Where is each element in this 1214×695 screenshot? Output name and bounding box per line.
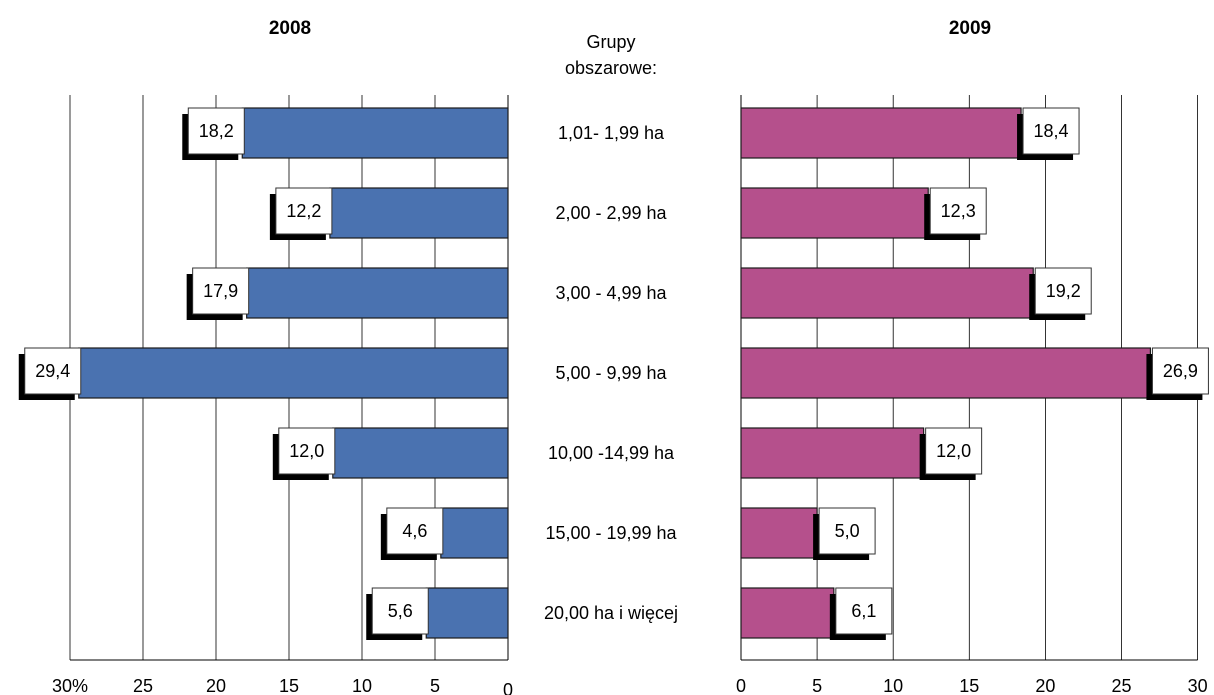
data-label-text: 12,0 xyxy=(289,441,324,461)
data-label: 5,6 xyxy=(366,587,429,640)
data-label-box xyxy=(1151,347,1209,395)
bar xyxy=(440,507,509,559)
panel-2008: 2008 0 5 10 15 20 25 30% 18,2 12,2 17,9 29,4 12,0 4,6… xyxy=(18,18,513,695)
data-label: 6,1 xyxy=(829,587,893,640)
data-label: 17,9 xyxy=(186,267,250,320)
data-label-text: 4,6 xyxy=(402,521,427,541)
x-tick-label: 10 xyxy=(352,676,372,695)
data-label-text: 5,6 xyxy=(388,601,413,621)
data-label-text: 12,0 xyxy=(936,441,971,461)
data-label-text: 17,9 xyxy=(203,281,238,301)
x-tick-label: 0 xyxy=(503,680,513,695)
data-label-text: 5,0 xyxy=(835,521,860,541)
data-label-text: 18,4 xyxy=(1034,121,1069,141)
x-tick-label: 0 xyxy=(736,676,746,695)
category-label: 1,01- 1,99 ha xyxy=(558,123,665,143)
data-label-text: 12,2 xyxy=(286,201,321,221)
data-label-text: 29,4 xyxy=(35,361,70,381)
data-label: 19,2 xyxy=(1029,267,1092,320)
bar xyxy=(425,587,509,639)
data-label-text: 12,3 xyxy=(941,201,976,221)
x-tick-label: 30% xyxy=(52,676,88,695)
bar xyxy=(329,187,509,239)
data-label-box xyxy=(929,187,987,235)
data-label: 18,2 xyxy=(182,107,245,160)
data-label-box xyxy=(1022,107,1080,155)
category-label: 20,00 ha i więcej xyxy=(544,603,678,623)
bar xyxy=(740,187,929,239)
data-label-box xyxy=(1034,267,1092,315)
data-label-box xyxy=(275,187,333,235)
category-label: 15,00 - 19,99 ha xyxy=(545,523,677,543)
panel-2009: 2009 0 5 10 15 20 25 30 18,4 12,3 19,2 26,9 12,0 5,0 6… xyxy=(736,18,1209,695)
data-label-text: 18,2 xyxy=(199,121,234,141)
data-label: 4,6 xyxy=(380,507,444,560)
category-label: 3,00 - 4,99 ha xyxy=(555,283,667,303)
data-label-box xyxy=(818,507,876,555)
x-tick-label: 5 xyxy=(430,676,440,695)
x-tick-label: 10 xyxy=(883,676,903,695)
bar xyxy=(740,507,818,559)
bar xyxy=(740,107,1022,159)
data-label: 29,4 xyxy=(18,347,82,400)
x-tick-label: 20 xyxy=(1035,676,1055,695)
category-label: 5,00 - 9,99 ha xyxy=(555,363,667,383)
x-tick-label: 25 xyxy=(1111,676,1131,695)
data-label-box xyxy=(371,587,429,635)
x-tick-label: 25 xyxy=(133,676,153,695)
data-label-box xyxy=(386,507,444,555)
bar xyxy=(740,347,1152,399)
category-label: 2,00 - 2,99 ha xyxy=(555,203,667,223)
data-label: 18,4 xyxy=(1017,107,1080,160)
data-label-text: 26,9 xyxy=(1163,361,1198,381)
bar xyxy=(740,267,1034,319)
bar xyxy=(241,107,509,159)
data-label: 12,3 xyxy=(924,187,987,240)
x-tick-label: 5 xyxy=(812,676,822,695)
x-tick-label: 30 xyxy=(1188,676,1208,695)
data-label-box xyxy=(278,427,336,475)
data-label-box xyxy=(192,267,250,315)
bar xyxy=(740,587,835,639)
bar xyxy=(332,427,509,479)
panel-title: 2009 xyxy=(949,18,991,39)
data-label: 26,9 xyxy=(1146,347,1209,400)
categories-title: Grupy xyxy=(586,32,635,52)
data-label-box xyxy=(187,107,245,155)
data-label-box xyxy=(24,347,82,395)
data-label-text: 6,1 xyxy=(851,601,876,621)
data-label: 5,0 xyxy=(813,507,876,560)
data-label: 12,0 xyxy=(919,427,983,480)
data-label-text: 19,2 xyxy=(1046,281,1081,301)
x-tick-label: 15 xyxy=(959,676,979,695)
data-label: 12,0 xyxy=(272,427,336,480)
x-tick-label: 20 xyxy=(206,676,226,695)
x-tick-label: 15 xyxy=(279,676,299,695)
bar xyxy=(740,427,925,479)
data-label: 12,2 xyxy=(269,187,333,240)
categories-title: obszarowe: xyxy=(565,58,657,78)
category-label: 10,00 -14,99 ha xyxy=(548,443,675,463)
panel-title: 2008 xyxy=(269,18,311,39)
category-column: Grupy obszarowe: 1,01- 1,99 ha 2,00 - 2,99 … xyxy=(544,32,678,623)
data-label-box xyxy=(835,587,893,635)
data-label-box xyxy=(925,427,983,475)
bar xyxy=(246,267,509,319)
bar xyxy=(78,347,509,399)
